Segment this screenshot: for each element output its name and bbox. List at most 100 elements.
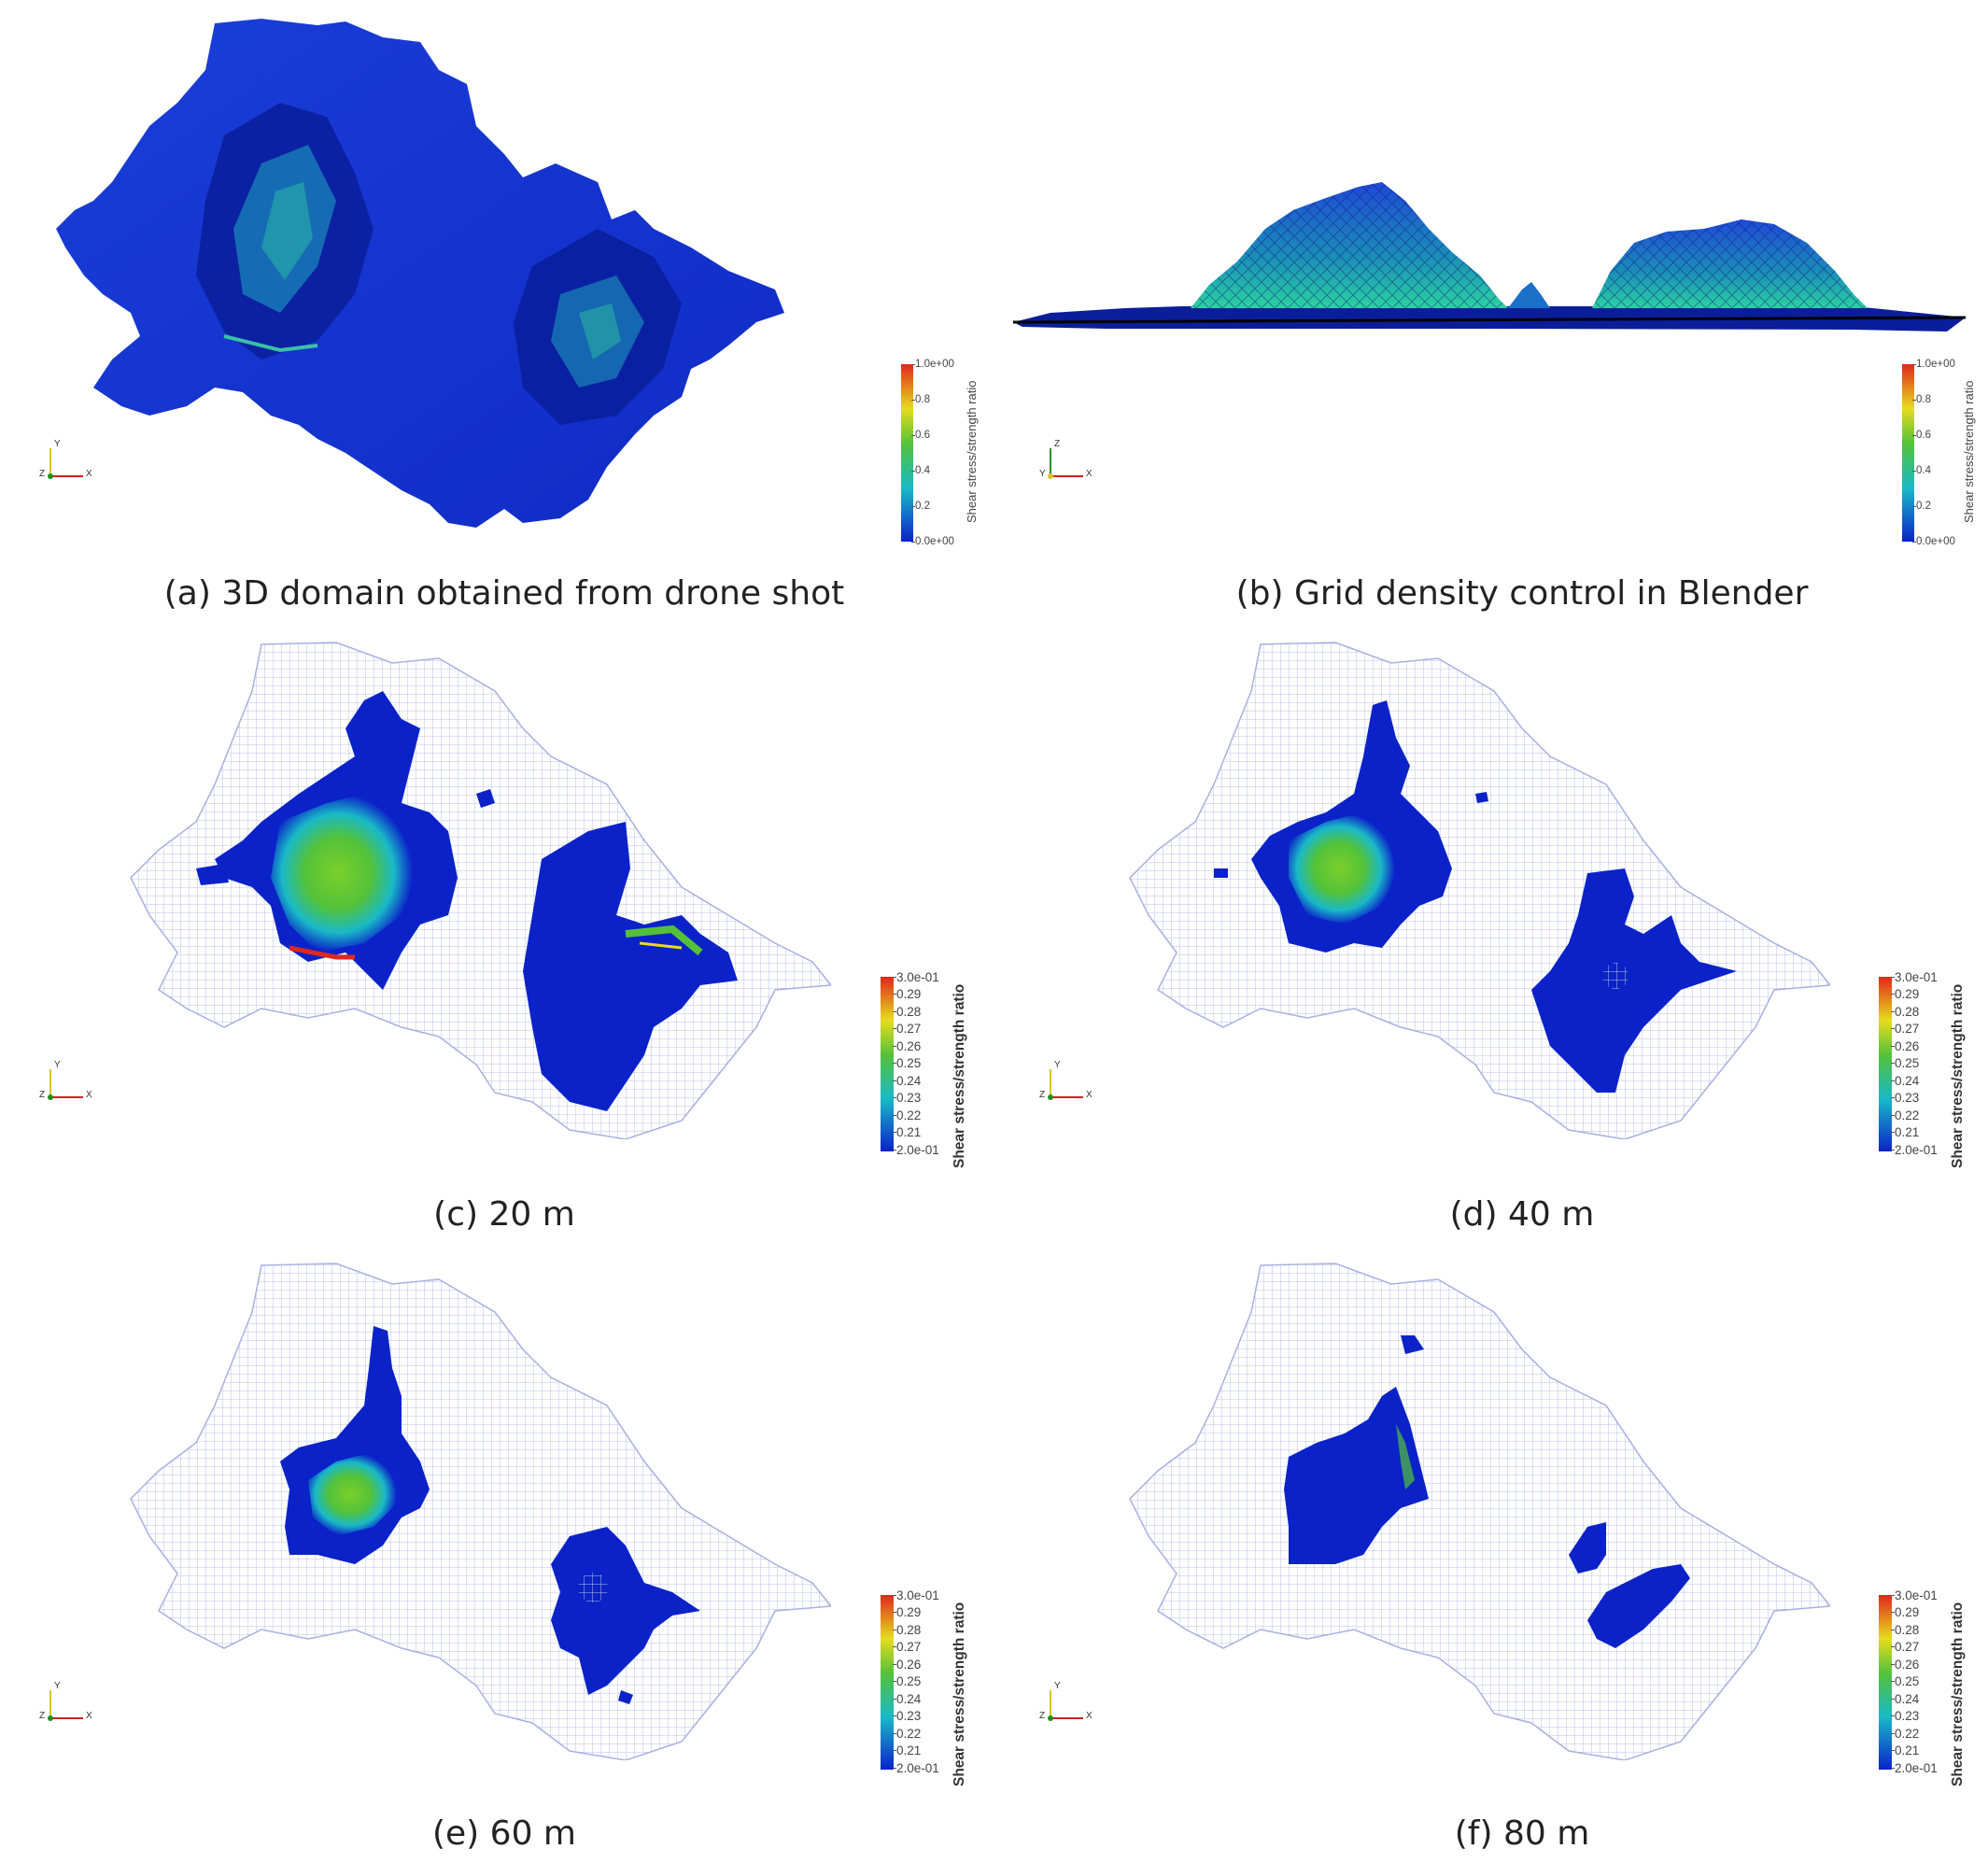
colorbar-tick: 0.21 xyxy=(892,1125,922,1139)
axis-out-label: Z xyxy=(39,469,46,479)
colorbar-gradient xyxy=(1879,977,1892,1151)
colorbar-tick: 0.25 xyxy=(892,1056,922,1070)
caption-a: (a) 3D domain obtained from drone shot xyxy=(163,574,845,613)
colorbar-tick: 0.27 xyxy=(892,1022,922,1036)
colorbar-gradient xyxy=(1902,364,1914,542)
colorbar-tick: 0.4 xyxy=(1912,465,1931,476)
axis-up-label: Z xyxy=(1054,439,1061,449)
blob-small xyxy=(196,864,229,885)
colorbar-tick: 0.26 xyxy=(1890,1658,1920,1672)
caption-f: (f) 80 m xyxy=(1454,1814,1590,1853)
colorbar-tick: 0.29 xyxy=(892,1605,922,1619)
caption-d: (d) 40 m xyxy=(1449,1195,1595,1234)
colorbar-tick: 0.29 xyxy=(1890,1605,1920,1619)
blob-right xyxy=(1569,1522,1606,1574)
colorbar-tick: 0.26 xyxy=(892,1039,922,1053)
contour-60m-plot xyxy=(130,1263,831,1760)
axis-up-label: Y xyxy=(54,1060,61,1070)
colorbar-tick: 0.28 xyxy=(1890,1005,1920,1019)
colorbar-tick: 0.27 xyxy=(892,1640,922,1654)
caption-b: (b) Grid density control in Blender xyxy=(1235,574,1809,613)
axes-triad-icon xyxy=(48,1690,83,1721)
terrain-right-hill xyxy=(514,229,682,425)
colorbar-tick: 0.29 xyxy=(1890,987,1920,1001)
colorbar-gradient xyxy=(881,1595,894,1770)
caption-c: (c) 20 m xyxy=(433,1195,575,1234)
axes-triad-icon xyxy=(1048,448,1083,479)
axis-right-label: X xyxy=(86,1711,92,1721)
axes-triad-icon xyxy=(48,448,83,479)
colorbar-tick: 0.8 xyxy=(1912,394,1931,405)
domain-shape xyxy=(56,19,784,528)
colorbar-tick: 1.0e+00 xyxy=(911,359,954,370)
panel-f-plot xyxy=(1121,1256,1830,1760)
colorbar-tick: 0.0e+00 xyxy=(911,536,954,547)
colorbar-tick: 0.25 xyxy=(892,1674,922,1688)
colorbar-tick: 0.28 xyxy=(1890,1623,1920,1637)
colorbar-tick: 2.0e-01 xyxy=(893,1143,939,1157)
colorbar-tick: 0.21 xyxy=(892,1743,922,1757)
blob-right xyxy=(551,1527,700,1695)
colorbar-tick: 0.24 xyxy=(1890,1692,1920,1706)
colorbar-tick: 0.27 xyxy=(1890,1640,1920,1654)
colorbar-tick: 3.0e-01 xyxy=(1891,970,1938,984)
colorbar-tick: 2.0e-01 xyxy=(893,1761,939,1775)
colorbar-tick: 0.23 xyxy=(1890,1091,1920,1105)
colorbar-tick: 0.24 xyxy=(892,1074,922,1088)
colorbar-title: Shear stress/strength ratio xyxy=(1962,380,1976,523)
colorbar-gradient xyxy=(1879,1595,1892,1770)
panel-a-plot xyxy=(37,14,840,546)
colorbar-tick: 0.23 xyxy=(892,1709,922,1723)
colorbar-tick: 0.22 xyxy=(1890,1727,1920,1741)
mid-bump xyxy=(1508,282,1550,308)
caption-e: (e) 60 m xyxy=(431,1814,576,1853)
colorbar-tick: 0.28 xyxy=(892,1005,922,1019)
colorbar-e: 3.0e-01 0.29 0.28 0.27 0.26 0.25 0.24 0.… xyxy=(881,1589,974,1786)
colorbar-gradient xyxy=(901,364,913,542)
axis-right-label: X xyxy=(86,469,92,479)
axis-right-label: X xyxy=(86,1090,92,1100)
panel-c-plot xyxy=(121,635,831,1139)
axis-up-label: Y xyxy=(54,1681,61,1691)
colorbar-tick: 3.0e-01 xyxy=(893,970,939,984)
axes-triad-d: Y X Z xyxy=(1039,1060,1097,1107)
panel-d-plot xyxy=(1121,635,1830,1139)
colorbar-tick: 1.0e+00 xyxy=(1912,359,1955,370)
colorbar-title: Shear stress/strength ratio xyxy=(1950,1602,1966,1786)
colorbar-tick: 3.0e-01 xyxy=(893,1588,939,1602)
colorbar-a: 1.0e+00 0.8 0.6 0.4 0.2 0.0e+00 Shear st… xyxy=(901,359,1013,547)
colorbar-tick: 0.25 xyxy=(1890,1674,1920,1688)
axis-out-label: Z xyxy=(39,1711,46,1721)
axes-triad-c: Y X Z xyxy=(39,1060,97,1107)
colorbar-tick: 0.26 xyxy=(1890,1039,1920,1053)
axes-triad-e: Y X Z xyxy=(39,1681,97,1728)
colorbar-title: Shear stress/strength ratio xyxy=(952,1602,967,1786)
colorbar-tick: 0.4 xyxy=(911,465,930,476)
colorbar-tick: 0.22 xyxy=(892,1108,922,1122)
contour-80m-plot xyxy=(1129,1263,1830,1760)
axes-triad-f: Y X Z xyxy=(1039,1681,1097,1728)
blob-right xyxy=(523,822,738,1111)
axes-triad-icon xyxy=(48,1069,83,1100)
colorbar-title: Shear stress/strength ratio xyxy=(1950,983,1966,1168)
colorbar-tick: 0.29 xyxy=(892,987,922,1001)
colorbar-tick: 0.22 xyxy=(1890,1108,1920,1122)
axes-triad-icon xyxy=(1048,1069,1083,1100)
axis-out-label: Z xyxy=(1039,1090,1046,1100)
colorbar-b: 1.0e+00 0.8 0.6 0.4 0.2 0.0e+00 Shear st… xyxy=(1902,359,1977,547)
colorbar-tick: 0.25 xyxy=(1890,1056,1920,1070)
axes-triad-icon xyxy=(1048,1690,1083,1721)
axis-up-label: Y xyxy=(54,439,61,449)
mesh-domain xyxy=(130,1263,831,1760)
mesh-domain xyxy=(1129,642,1830,1139)
colorbar-tick: 2.0e-01 xyxy=(1891,1143,1938,1157)
colorbar-tick: 0.2 xyxy=(911,501,930,512)
blob-left xyxy=(1284,1387,1429,1564)
colorbar-tick: 0.26 xyxy=(892,1658,922,1672)
colorbar-tick: 0.22 xyxy=(892,1727,922,1741)
terrain-left-hill xyxy=(196,103,374,360)
axes-triad-a: Y X Z xyxy=(39,439,97,486)
colorbar-tick: 0.21 xyxy=(1890,1743,1920,1757)
axis-out-label: Z xyxy=(1039,1711,1046,1721)
colorbar-c: 3.0e-01 0.29 0.28 0.27 0.26 0.25 0.24 0.… xyxy=(881,971,974,1168)
